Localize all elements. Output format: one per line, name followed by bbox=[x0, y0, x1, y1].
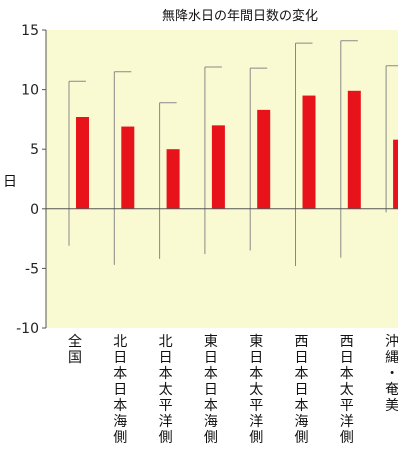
y-axis-label: 日 bbox=[3, 174, 17, 190]
bar bbox=[121, 126, 135, 209]
bar bbox=[257, 109, 271, 209]
y-tick-label: -10 bbox=[16, 321, 39, 337]
y-tick-label: 5 bbox=[30, 142, 39, 158]
category-label: 西日本太平洋側 bbox=[340, 334, 354, 446]
bar bbox=[76, 117, 89, 209]
category-label: 沖縄・奄美 bbox=[385, 334, 398, 414]
bar bbox=[166, 149, 180, 209]
category-label: 東日本太平洋側 bbox=[249, 334, 263, 446]
category-label: 東日本日本海側 bbox=[204, 334, 218, 446]
bar bbox=[302, 95, 316, 209]
category-label: 北日本太平洋側 bbox=[159, 334, 173, 446]
y-tick-label: 10 bbox=[21, 83, 39, 99]
category-label: 北日本日本海側 bbox=[113, 334, 127, 446]
y-tick-label: -5 bbox=[25, 261, 39, 277]
y-tick-label: 15 bbox=[21, 23, 39, 39]
category-label: 全国 bbox=[68, 333, 82, 366]
chart-title: 無降水日の年間日数の変化 bbox=[162, 8, 318, 24]
bar bbox=[211, 125, 225, 209]
bar bbox=[347, 90, 361, 209]
category-label: 西日本日本海側 bbox=[295, 334, 309, 446]
bar bbox=[393, 139, 398, 209]
y-tick-label: 0 bbox=[30, 202, 39, 218]
